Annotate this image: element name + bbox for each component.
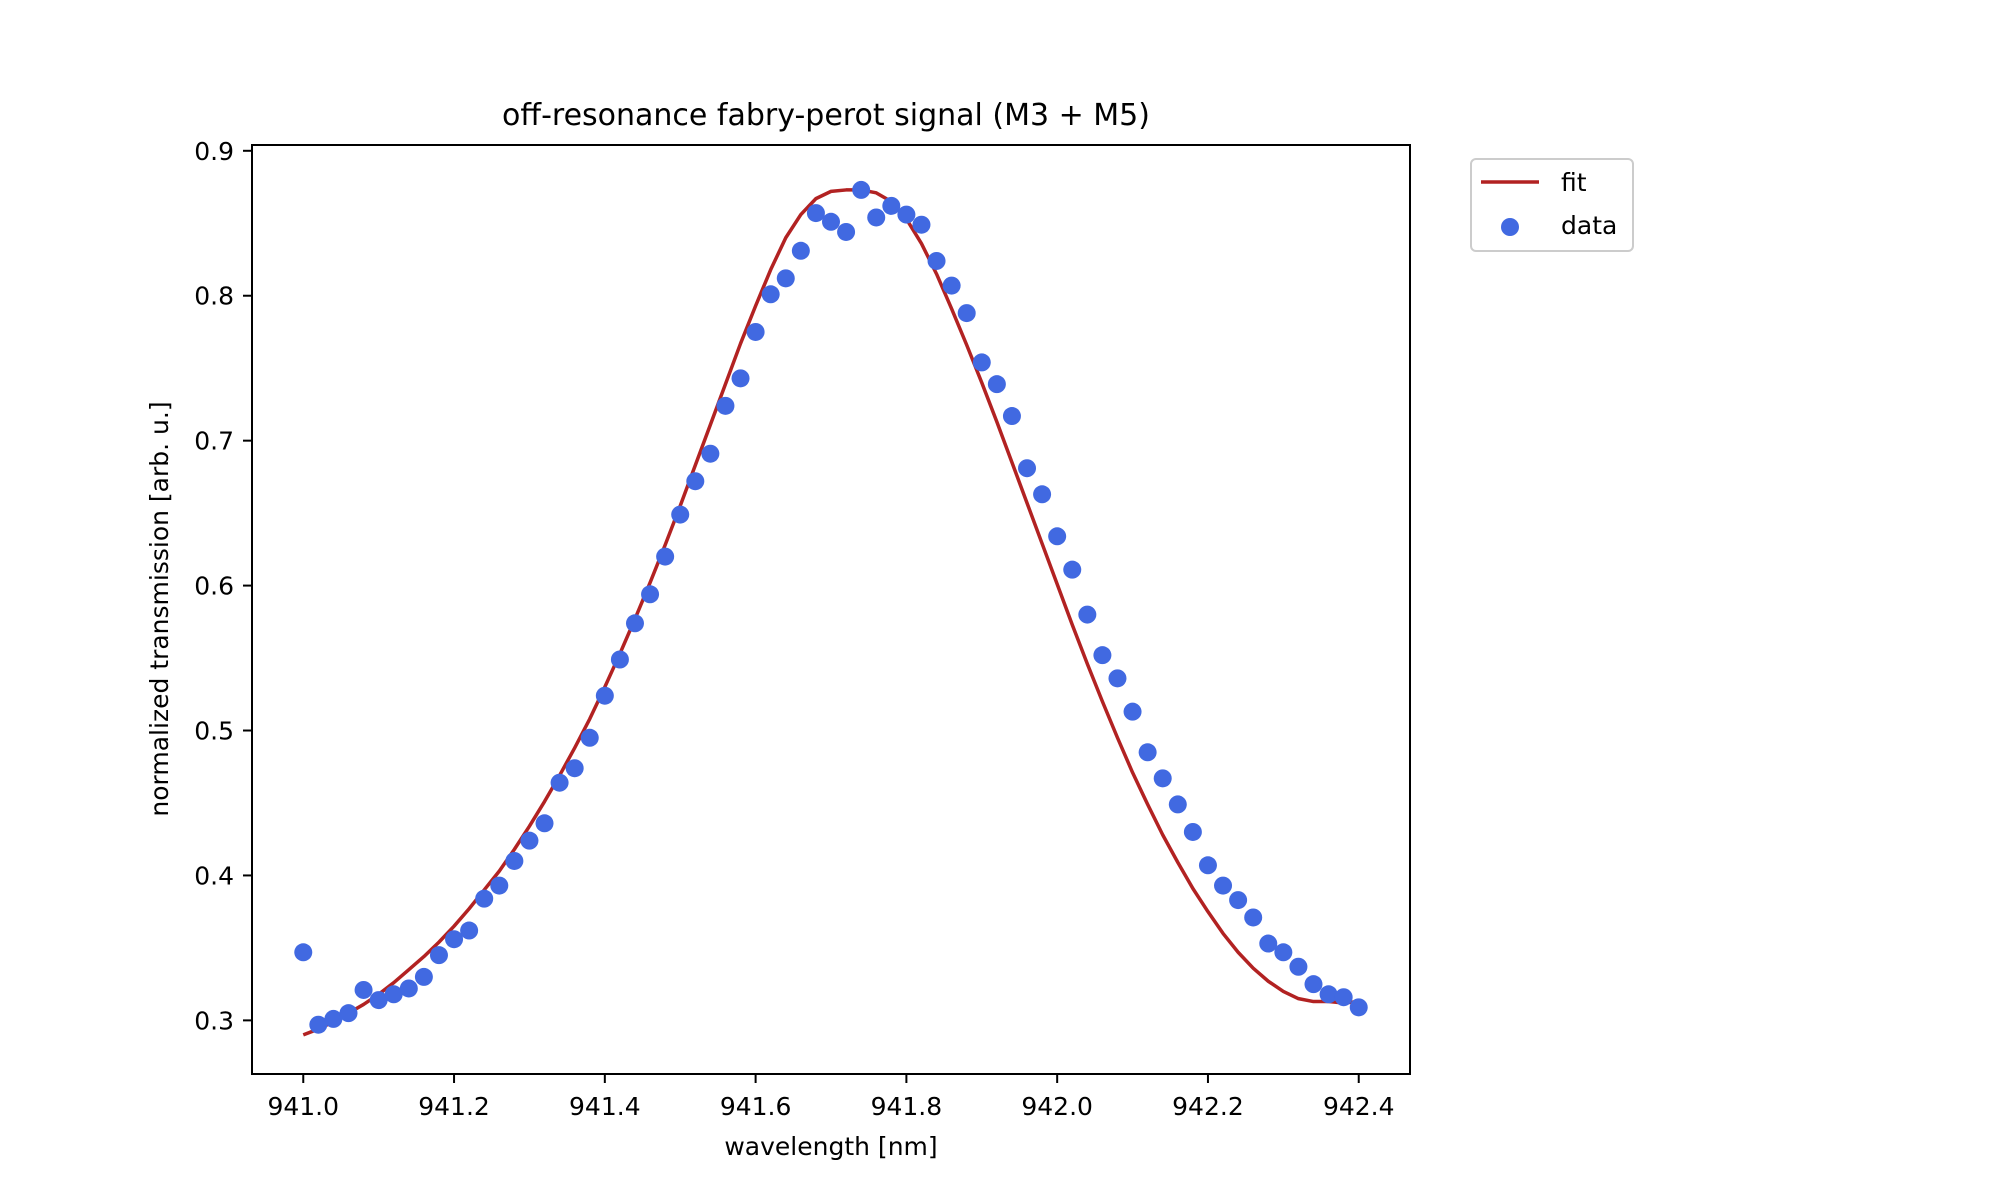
- data-point: [1349, 998, 1368, 1017]
- data-point: [324, 1009, 343, 1028]
- data-point: [475, 889, 494, 908]
- data-point: [1304, 975, 1323, 994]
- data-point: [912, 215, 931, 234]
- data-point: [369, 991, 388, 1010]
- data-point: [1214, 876, 1233, 895]
- data-point: [505, 851, 524, 870]
- data-point: [595, 686, 614, 705]
- x-tick-label: 941.2: [418, 1092, 490, 1121]
- data-point: [384, 985, 403, 1004]
- data-point: [791, 241, 810, 260]
- x-tick-label: 942.2: [1172, 1092, 1244, 1121]
- y-tick-label: 0.6: [194, 572, 234, 601]
- data-point: [550, 773, 569, 792]
- data-point: [490, 876, 509, 895]
- data-point: [294, 943, 313, 962]
- data-point: [987, 375, 1006, 394]
- x-tick-label: 941.8: [871, 1092, 943, 1121]
- y-tick-label: 0.5: [194, 717, 234, 746]
- data-point: [1108, 669, 1127, 688]
- x-tick-label: 941.4: [569, 1092, 641, 1121]
- data-point: [445, 930, 464, 949]
- x-axis: 941.0 941.2 941.4 941.6 941.8 942.0 942.2 942.4: [267, 1074, 1395, 1121]
- data-point: [565, 759, 584, 778]
- data-point: [1153, 769, 1172, 788]
- x-tick-label: 941.6: [720, 1092, 792, 1121]
- data-point: [1168, 795, 1187, 814]
- data-point: [656, 547, 675, 566]
- axes-frame: [251, 144, 1411, 1075]
- data-point: [354, 980, 373, 999]
- data-point: [414, 967, 433, 986]
- data-point: [1018, 459, 1037, 478]
- data-point: [399, 979, 418, 998]
- data-point: [1259, 934, 1278, 953]
- data-point: [535, 814, 554, 833]
- data-point: [1048, 527, 1067, 546]
- data-point: [746, 322, 765, 341]
- data-point: [837, 222, 856, 241]
- data-point: [1244, 908, 1263, 927]
- data-point: [520, 831, 539, 850]
- data-point: [701, 444, 720, 463]
- data-point: [897, 205, 916, 224]
- data-point: [1274, 943, 1293, 962]
- data-point: [1033, 485, 1052, 504]
- data-point: [1229, 891, 1248, 910]
- data-point: [641, 585, 660, 604]
- data-point: [460, 921, 479, 940]
- x-tick-label: 942.4: [1323, 1092, 1395, 1121]
- data-point: [1078, 605, 1097, 624]
- data-point: [806, 204, 825, 223]
- data-point: [625, 614, 644, 633]
- y-tick-label: 0.7: [194, 427, 234, 456]
- data-point: [686, 472, 705, 491]
- x-tick-label: 941.0: [267, 1092, 339, 1121]
- data-point: [580, 728, 599, 747]
- data-point: [1138, 743, 1157, 762]
- x-tick-label: 942.0: [1021, 1092, 1093, 1121]
- data-point: [339, 1004, 358, 1023]
- data-point: [822, 212, 840, 231]
- data-point: [1093, 646, 1112, 665]
- data-point: [972, 353, 991, 372]
- plot-area: [294, 180, 1368, 1037]
- y-axis-label: normalized transmission [arb. u.]: [145, 401, 174, 816]
- data-point: [957, 304, 976, 323]
- legend-data-marker-swatch: [1501, 218, 1519, 236]
- data-point: [309, 1015, 328, 1034]
- data-point: [927, 251, 946, 270]
- data-point: [1289, 957, 1308, 976]
- data-point: [716, 396, 735, 415]
- data-point: [1198, 856, 1217, 875]
- legend-fit-label: fit: [1561, 168, 1587, 197]
- data-point: [1002, 407, 1021, 426]
- data-point: [731, 369, 750, 388]
- x-axis-label: wavelength [nm]: [724, 1132, 937, 1161]
- data-point: [1063, 560, 1082, 579]
- data-point: [671, 505, 690, 524]
- data-point: [1123, 702, 1142, 721]
- data-point: [867, 208, 886, 227]
- data-point: [1319, 985, 1338, 1004]
- y-axis: 0.3 0.4 0.5 0.6 0.7 0.8 0.9: [194, 137, 252, 1035]
- data-point: [1183, 822, 1202, 841]
- y-tick-label: 0.9: [194, 137, 234, 166]
- chart-title: off-resonance fabry-perot signal (M3 + M…: [502, 98, 1150, 133]
- y-tick-label: 0.4: [194, 861, 234, 890]
- legend-data-label: data: [1561, 211, 1617, 240]
- data-point: [1334, 988, 1353, 1007]
- data-point: [776, 269, 795, 288]
- legend: fit data: [1470, 158, 1634, 252]
- data-point: [610, 650, 629, 669]
- data-point: [761, 285, 780, 304]
- data-point: [852, 180, 871, 199]
- data-point: [942, 276, 961, 295]
- data-point: [882, 196, 901, 215]
- data-point: [429, 946, 448, 965]
- y-tick-label: 0.3: [194, 1006, 234, 1035]
- y-tick-label: 0.8: [194, 282, 234, 311]
